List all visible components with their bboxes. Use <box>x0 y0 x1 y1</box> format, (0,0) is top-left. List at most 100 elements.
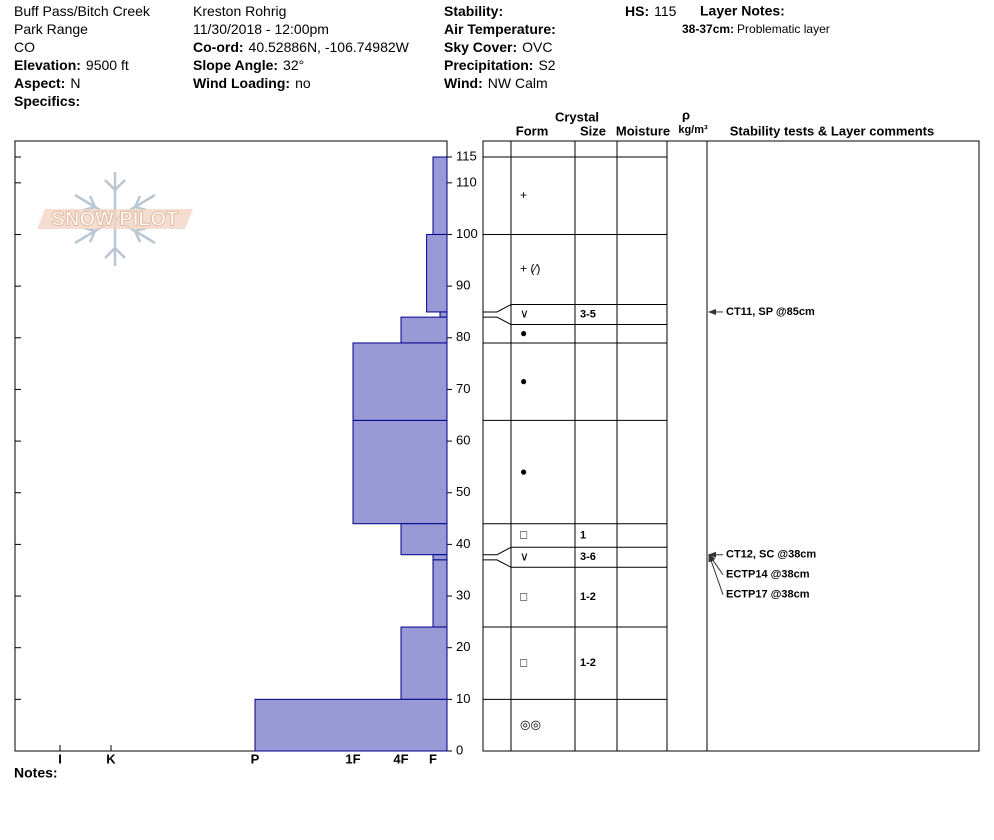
header-field: Co-ord: 40.52886N, -106.74982W <box>193 39 410 55</box>
layer-table-frame <box>482 140 980 752</box>
logo-text: SNOW PILOT <box>52 208 179 230</box>
y-tick-label: 20 <box>456 639 470 654</box>
grain-size: 1-2 <box>580 591 596 603</box>
grain-form: ● <box>520 374 527 388</box>
header-value: no <box>295 75 311 91</box>
hardness-bar <box>352 342 448 421</box>
hardness-bar <box>439 311 448 318</box>
y-tick-label: 70 <box>456 381 470 396</box>
header-text: Buff Pass/Bitch Creek <box>14 3 151 19</box>
hardness-bar <box>432 554 448 561</box>
header-field: CO <box>14 39 35 55</box>
y-tick-label: 30 <box>456 587 470 602</box>
y-tick-label: 60 <box>456 433 470 448</box>
header-text: Kreston Rohrig <box>193 3 286 19</box>
layer-note: 38-37cm: Problematic layer <box>682 22 830 36</box>
column-header: Moisture <box>616 123 670 138</box>
hardness-bar <box>400 316 448 344</box>
header-field: Precipitation: S2 <box>444 57 556 73</box>
grain-form: ● <box>520 326 527 340</box>
layer-note-text: Problematic layer <box>737 22 830 36</box>
x-tick-label: F <box>429 751 437 766</box>
y-tick-label: 100 <box>456 226 478 241</box>
grain-form: ● <box>520 464 527 478</box>
y-tick-label: 90 <box>456 278 470 293</box>
header-field: Slope Angle: 32° <box>193 57 304 73</box>
test-arrow <box>708 553 724 576</box>
header-value: N <box>70 75 80 91</box>
grain-form: ◎◎ <box>520 717 541 731</box>
header-text: Park Range <box>14 21 88 37</box>
header-label: HS: <box>625 3 649 19</box>
hardness-bar <box>400 523 448 556</box>
grain-form: + (⁄) <box>520 262 540 276</box>
header-text: CO <box>14 39 35 55</box>
header-field: 11/30/2018 - 12:00pm <box>193 21 329 37</box>
header-label: Precipitation: <box>444 57 533 73</box>
hardness-bar <box>352 419 448 525</box>
header-value: 40.52886N, -106.74982W <box>249 39 410 55</box>
header-value: NW Calm <box>488 75 548 91</box>
grain-form: □ <box>520 528 527 542</box>
grain-form: ∨ <box>520 549 529 563</box>
header-label: Air Temperature: <box>444 21 556 37</box>
header-label: Slope Angle: <box>193 57 278 73</box>
layer-connector <box>483 304 512 313</box>
stability-test: CT12, SC @38cm <box>726 549 816 561</box>
column-header: Size <box>580 123 606 138</box>
hardness-bar <box>432 156 448 235</box>
header-field: Buff Pass/Bitch Creek <box>14 3 151 19</box>
header-text: 11/30/2018 - 12:00pm <box>193 21 329 37</box>
header-field: Kreston Rohrig <box>193 3 286 19</box>
y-tick-label: 115 <box>456 148 477 163</box>
header-field: Aspect: N <box>14 75 80 91</box>
hardness-bar <box>400 626 448 700</box>
header-label: Co-ord: <box>193 39 244 55</box>
header-field: Air Temperature: <box>444 21 556 37</box>
y-tick-label: 0 <box>456 742 463 757</box>
y-tick-label: 10 <box>456 691 470 706</box>
header-field: Elevation: 9500 ft <box>14 57 129 73</box>
header-label: Sky Cover: <box>444 39 517 55</box>
grain-form: ∨ <box>520 307 529 321</box>
header-field: Stability: <box>444 3 503 19</box>
stability-test: ECTP17 @38cm <box>726 589 810 601</box>
column-header: Crystal <box>555 109 599 124</box>
header-value: S2 <box>538 57 555 73</box>
header-field: Wind: NW Calm <box>444 75 548 91</box>
x-tick-label: I <box>58 751 62 766</box>
header-label: Stability: <box>444 3 503 19</box>
grain-form: □ <box>520 655 527 669</box>
layer-notes-title: Layer Notes: <box>700 3 785 19</box>
x-tick-label: P <box>251 751 260 766</box>
header-label: Wind Loading: <box>193 75 290 91</box>
grain-form: + <box>520 188 527 202</box>
notes-label: Notes: <box>14 765 58 781</box>
table-columns <box>510 141 708 751</box>
header-field: HS: 115 <box>625 3 677 19</box>
stability-test: CT11, SP @85cm <box>726 306 815 318</box>
x-tick-label: 4F <box>393 751 408 766</box>
header-value: OVC <box>522 39 552 55</box>
hardness-bar <box>432 559 448 628</box>
layer-connector <box>483 316 512 325</box>
layer-connector <box>483 546 512 556</box>
header-field: Specifics: <box>14 93 80 109</box>
column-header: ρ <box>682 107 690 122</box>
column-header: Stability tests & Layer comments <box>730 123 934 138</box>
grain-size: 1 <box>580 529 586 541</box>
header-field: Park Range <box>14 21 88 37</box>
logo-banner <box>37 209 193 229</box>
header-label: Elevation: <box>14 57 81 73</box>
layer-note-label: 38-37cm: <box>682 22 734 36</box>
grain-form: □ <box>520 589 527 603</box>
y-tick-label: 40 <box>456 536 470 551</box>
y-tick-label: 110 <box>456 174 477 189</box>
x-tick-label: K <box>106 751 116 766</box>
test-arrow <box>708 553 724 595</box>
y-tick-label: 50 <box>456 484 470 499</box>
grain-size: 1-2 <box>580 657 596 669</box>
header-label: Wind: <box>444 75 483 91</box>
y-tick-label: 80 <box>456 329 470 344</box>
